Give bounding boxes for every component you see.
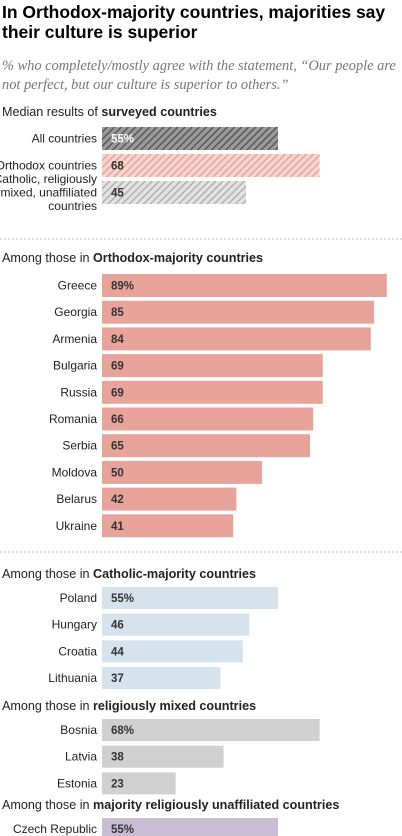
- value-label-estonia: 23: [111, 778, 124, 790]
- value-label-hungary: 46: [111, 620, 124, 632]
- category-label-catholic-religiously-mixed-unaffiliated-countries: Catholic, religiously mixed, unaffiliated…: [0, 172, 97, 213]
- category-label-greece: Greece: [58, 279, 98, 293]
- bar-lithuania: [102, 667, 221, 690]
- section-label-surveyed-countries: Median results of surveyed countries: [2, 105, 217, 119]
- category-label-serbia: Serbia: [62, 439, 97, 453]
- bar-hungary: [102, 613, 250, 636]
- bar-orthodox-countries: [102, 154, 320, 177]
- value-label-croatia: 44: [111, 646, 124, 658]
- value-label-romania: 66: [111, 414, 124, 426]
- bar-estonia: [102, 772, 176, 795]
- bar-serbia: [102, 434, 310, 458]
- bar-all-countries: [102, 127, 278, 150]
- value-label-lithuania: 37: [111, 673, 124, 685]
- section-label-religiously-mixed-countries: Among those in religiously mixed countri…: [2, 699, 256, 713]
- category-label-hungary: Hungary: [52, 618, 97, 632]
- bar-romania: [102, 407, 314, 431]
- bar-ukraine: [102, 514, 234, 538]
- section-label-orthodox-majority-countries: Among those in Orthodox-majority countri…: [2, 251, 263, 265]
- bar-armenia: [102, 327, 371, 351]
- value-label-all-countries: 55%: [111, 134, 134, 146]
- bar-poland: [102, 587, 278, 609]
- bar-croatia: [102, 640, 243, 663]
- bar-latvia: [102, 745, 224, 768]
- category-label-poland: Poland: [60, 591, 97, 605]
- value-label-catholic-religiously-mixed-unaffiliated-countries: 45: [111, 188, 124, 200]
- category-label-ukraine: Ukraine: [56, 519, 98, 533]
- category-label-estonia: Estonia: [57, 776, 97, 790]
- value-label-czech-republic: 55%: [111, 824, 134, 836]
- value-label-ukraine: 41: [111, 521, 124, 533]
- bar-czech-republic: [102, 818, 278, 836]
- category-label-all-countries: All countries: [32, 132, 97, 146]
- category-label-czech-republic: Czech Republic: [13, 822, 97, 836]
- chart-title: In Orthodox-majority countries, majoriti…: [2, 2, 386, 42]
- value-label-bosnia: 68%: [111, 725, 134, 737]
- bar-moldova: [102, 460, 262, 484]
- bar-bulgaria: [102, 354, 323, 378]
- bar-russia: [102, 380, 323, 404]
- category-label-bosnia: Bosnia: [60, 723, 97, 737]
- category-label-romania: Romania: [49, 412, 97, 426]
- category-label-armenia: Armenia: [52, 332, 97, 346]
- value-label-orthodox-countries: 68: [111, 161, 124, 173]
- value-label-serbia: 65: [111, 441, 124, 453]
- category-label-belarus: Belarus: [56, 492, 97, 506]
- bar-greece: [102, 274, 387, 297]
- category-label-russia: Russia: [60, 385, 97, 399]
- value-label-latvia: 38: [111, 752, 124, 764]
- category-label-latvia: Latvia: [65, 750, 97, 764]
- value-label-poland: 55%: [111, 593, 134, 605]
- bar-belarus: [102, 487, 237, 511]
- value-label-bulgaria: 69: [111, 361, 124, 373]
- value-label-georgia: 85: [111, 307, 124, 319]
- value-label-greece: 89%: [111, 281, 134, 293]
- value-label-armenia: 84: [111, 334, 124, 346]
- section-label-catholic-majority-countries: Among those in Catholic-majority countri…: [2, 567, 256, 581]
- bar-catholic-religiously-mixed-unaffiliated-countries: [102, 181, 246, 204]
- value-label-moldova: 50: [111, 467, 124, 479]
- category-label-bulgaria: Bulgaria: [53, 359, 97, 373]
- category-label-croatia: Croatia: [58, 644, 97, 658]
- bar-bosnia: [102, 719, 320, 741]
- category-label-georgia: Georgia: [54, 305, 97, 319]
- bar-georgia: [102, 300, 374, 324]
- category-label-orthodox-countries: Orthodox countries: [0, 159, 97, 173]
- value-label-belarus: 42: [111, 494, 124, 506]
- category-label-lithuania: Lithuania: [48, 671, 97, 685]
- section-label-majority-religiously-unaffiliated-countries: Among those in majority religiously unaf…: [2, 798, 339, 812]
- category-label-moldova: Moldova: [52, 465, 98, 479]
- value-label-russia: 69: [111, 387, 124, 399]
- chart-subtitle: % who completely/mostly agree with the s…: [2, 58, 396, 93]
